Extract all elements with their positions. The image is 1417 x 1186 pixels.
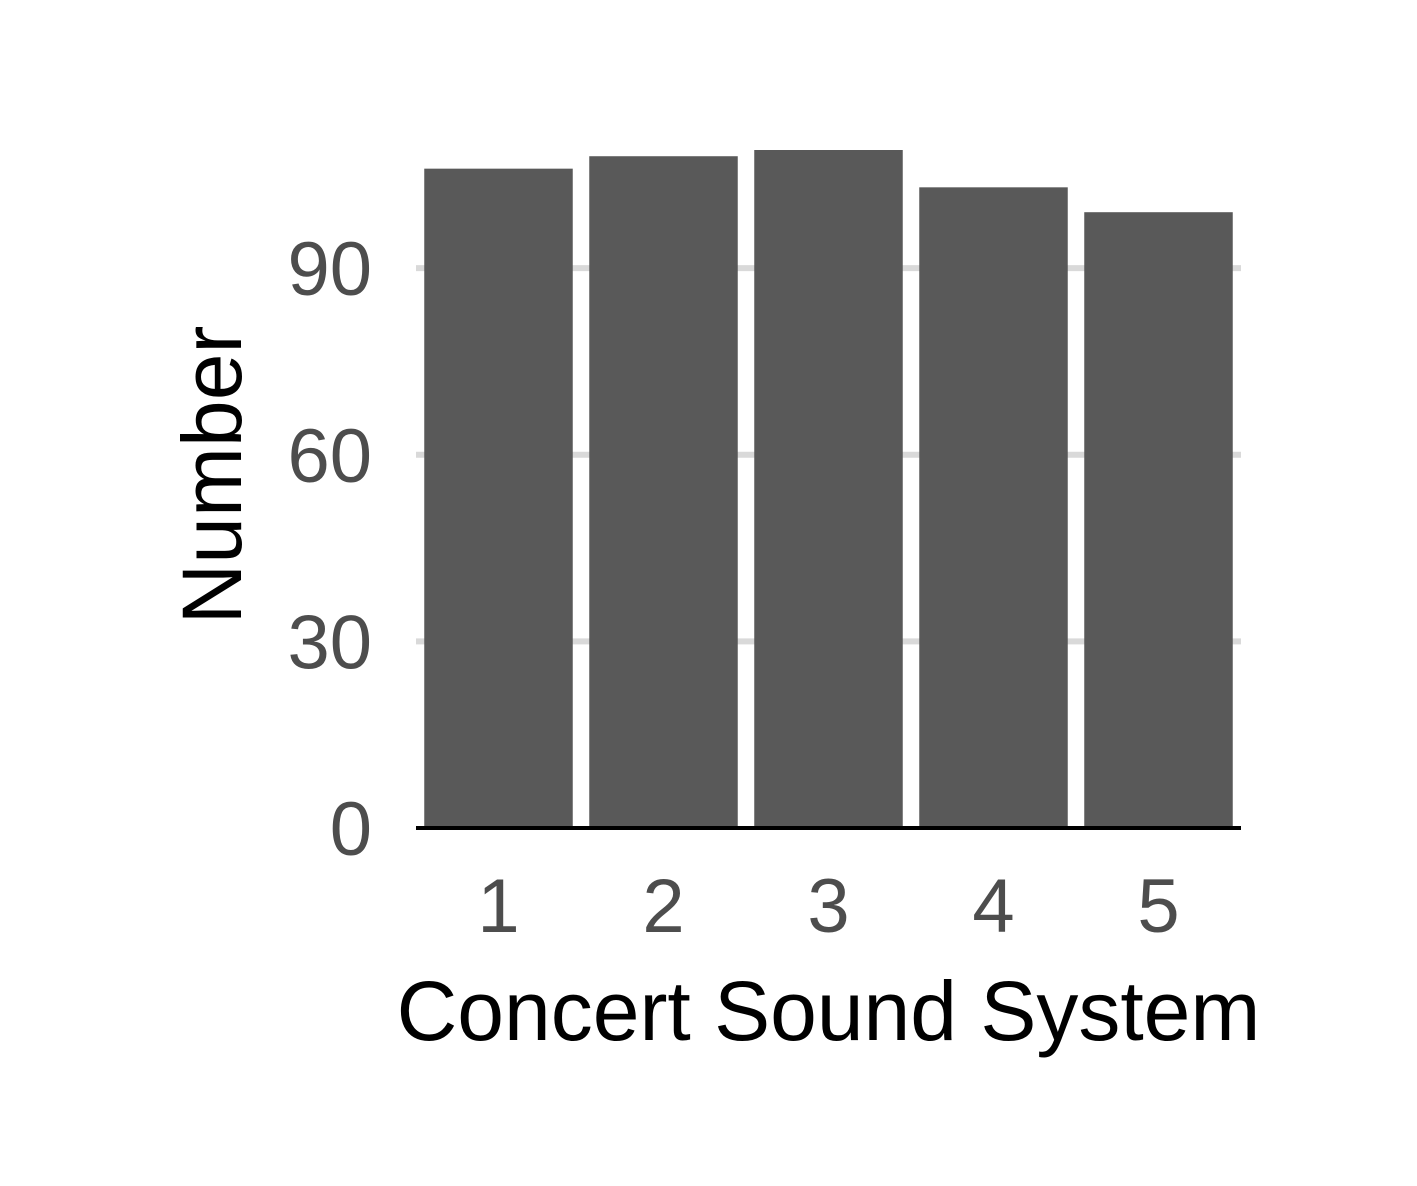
x-axis-title: Concert Sound System <box>397 964 1261 1058</box>
bar-2 <box>589 156 738 828</box>
y-tick-labels: 0 30 60 90 <box>287 227 372 872</box>
bar-3 <box>754 150 903 828</box>
x-tick-label-4: 4 <box>972 864 1014 949</box>
bar-5 <box>1084 212 1233 828</box>
y-tick-label-0: 0 <box>330 787 372 872</box>
x-tick-label-1: 1 <box>477 864 519 949</box>
y-tick-label-90: 90 <box>287 227 372 312</box>
y-tick-label-30: 30 <box>287 600 372 685</box>
bar-4 <box>919 187 1068 828</box>
bar-1 <box>424 168 573 829</box>
y-tick-label-60: 60 <box>287 414 372 499</box>
x-tick-labels: 1 2 3 4 5 <box>477 864 1179 949</box>
x-tick-label-2: 2 <box>642 864 684 949</box>
x-tick-label-5: 5 <box>1137 864 1179 949</box>
y-axis-title: Number <box>165 326 259 625</box>
bars <box>424 150 1233 829</box>
x-tick-label-3: 3 <box>807 864 849 949</box>
